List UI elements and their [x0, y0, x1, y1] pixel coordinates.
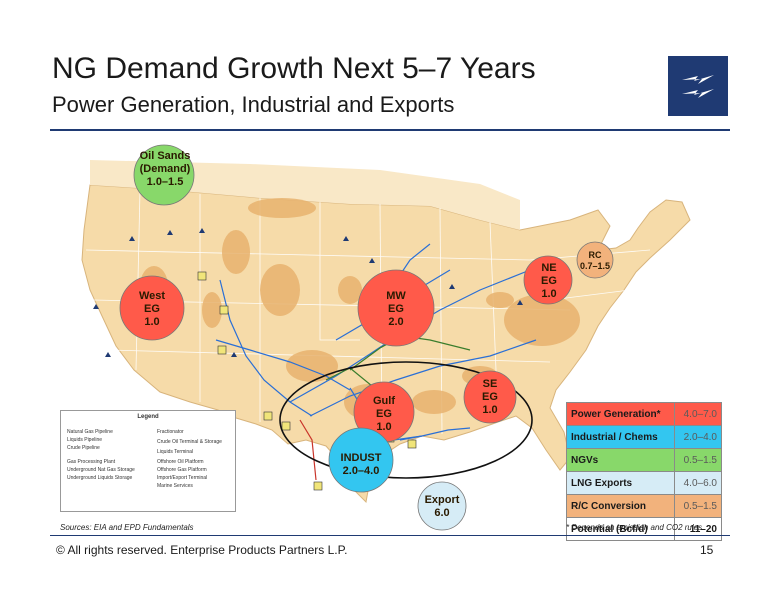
table-cell-value: 2.0–4.0: [674, 425, 722, 449]
table-row: Potential (Bcf/d) 11–20: [565, 517, 722, 541]
legend-item: Crude Oil Terminal & Storage: [157, 439, 222, 445]
table-cell-label: Industrial / Chems: [565, 425, 676, 449]
legend-item: Underground Liquids Storage: [67, 475, 133, 481]
legend-item: Offshore Oil Platform: [157, 459, 204, 465]
footer-rule: [50, 535, 730, 536]
table-cell-value: 11–20: [674, 517, 722, 541]
page-title: NG Demand Growth Next 5–7 Years: [52, 52, 536, 85]
footnote: * Depends on emission and CO2 rules: [566, 523, 703, 532]
us-pipeline-map: [50, 140, 730, 535]
map-legend: Legend Natural Gas Pipeline Liquids Pipe…: [60, 410, 236, 512]
table-row: R/C Conversion 0.5–1.5: [565, 494, 722, 518]
demand-table: Power Generation* 4.0–7.0 Industrial / Che…: [565, 402, 722, 541]
table-cell-value: 4.0–6.0: [674, 471, 722, 495]
copyright-text: All rights reserved. Enterprise Products…: [67, 543, 348, 557]
bubble-se-eg: SE EG 1.0: [482, 378, 498, 416]
bubble-indust: INDUST 2.0–4.0: [340, 452, 382, 477]
copyright: © All rights reserved. Enterprise Produc…: [56, 543, 347, 557]
table-cell-label: NGVs: [565, 448, 676, 472]
bubble-ne-eg: NE EG 1.0: [541, 262, 557, 300]
bubble-gulf-eg: Gulf EG 1.0: [373, 395, 395, 433]
sources-note: Sources: EIA and EPD Fundamentals: [60, 523, 194, 532]
legend-title: Legend: [137, 414, 159, 420]
enterprise-logo-icon: [668, 56, 728, 116]
legend-item: Fractionator: [157, 429, 184, 435]
header-rule: [50, 129, 730, 131]
legend-item: Underground Nat Gas Storage: [67, 467, 135, 473]
legend-item: Crude Pipeline: [67, 445, 100, 451]
legend-item: Liquids Terminal: [157, 449, 194, 455]
page-number: 15: [700, 543, 714, 557]
demand-bubbles: [119, 144, 614, 531]
bubble-west-eg: West EG 1.0: [138, 290, 166, 328]
table-cell-label: Potential (Bcf/d): [565, 517, 676, 541]
table-cell-label: LNG Exports: [565, 471, 676, 495]
page-subtitle: Power Generation, Industrial and Exports: [52, 92, 455, 117]
table-row: Power Generation* 4.0–7.0: [565, 402, 722, 426]
gulf-coast-outline: [279, 361, 533, 479]
table-row: Industrial / Chems 2.0–4.0: [565, 425, 722, 449]
table-cell-value: 0.5–1.5: [674, 448, 722, 472]
table-cell-label: Power Generation*: [565, 402, 676, 426]
table-cell-value: 0.5–1.5: [674, 494, 722, 518]
legend-item: Marine Services: [157, 483, 193, 489]
table-row: LNG Exports 4.0–6.0: [565, 471, 722, 495]
copyright-symbol: ©: [56, 543, 65, 557]
bubble-mw-eg: MW EG 2.0: [386, 290, 406, 328]
table-cell-label: R/C Conversion: [565, 494, 676, 518]
bubble-oil-sands: Oil Sands (Demand) 1.0–1.5: [139, 150, 191, 188]
legend-item: Natural Gas Pipeline: [67, 429, 113, 435]
legend-item: Import/Export Terminal: [157, 475, 208, 481]
bubble-rc: RC 0.7–1.5: [579, 250, 611, 271]
legend-item: Offshore Gas Platform: [157, 467, 207, 473]
legend-item: Liquids Pipeline: [67, 437, 103, 443]
table-row: NGVs 0.5–1.5: [565, 448, 722, 472]
table-cell-value: 4.0–7.0: [674, 402, 722, 426]
bubble-export: Export 6.0: [424, 494, 460, 519]
legend-item: Gas Processing Plant: [67, 459, 116, 465]
